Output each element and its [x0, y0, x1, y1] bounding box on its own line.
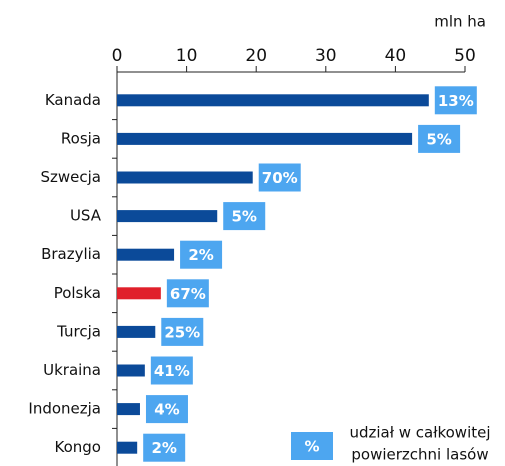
share-label: 41%	[154, 362, 190, 380]
share-label: 5%	[426, 130, 451, 148]
x-tick-label: 50	[454, 46, 476, 66]
bar	[117, 364, 145, 377]
bar	[117, 132, 413, 145]
bar	[117, 248, 175, 261]
y-tick-label: Turcja	[56, 322, 101, 340]
share-label: 13%	[438, 92, 474, 110]
axis-unit: mln ha	[434, 13, 486, 31]
share-box	[418, 124, 461, 153]
y-tick-label: Indonezja	[28, 400, 101, 418]
share-box	[150, 356, 193, 385]
x-tick-label: 40	[385, 46, 407, 66]
x-tick-label: 0	[112, 46, 123, 66]
share-box	[258, 163, 301, 192]
y-tick-label: Ukraina	[43, 361, 101, 379]
y-tick-label: Polska	[54, 284, 101, 302]
share-label: 2%	[151, 439, 176, 457]
bar	[117, 441, 138, 454]
share-box	[166, 279, 209, 308]
bar	[117, 325, 156, 338]
legend-label: udział w całkowitej	[349, 424, 490, 442]
share-box	[145, 395, 188, 424]
share-box	[143, 433, 186, 462]
y-tick-label: Kanada	[45, 91, 101, 109]
x-tick-label: 10	[176, 46, 198, 66]
legend-label: powierzchni lasów	[351, 446, 488, 464]
x-tick-label: 30	[315, 46, 337, 66]
legend-box	[291, 432, 333, 460]
bar	[117, 94, 429, 107]
share-label: 25%	[164, 323, 200, 341]
bar	[117, 171, 253, 184]
share-box	[180, 240, 223, 269]
y-tick-label: Rosja	[61, 129, 101, 147]
share-box	[434, 86, 477, 115]
share-box	[161, 317, 204, 346]
y-tick-label: Brazylia	[41, 245, 101, 263]
share-label: 67%	[170, 285, 206, 303]
legend-symbol: %	[304, 438, 319, 456]
share-label: 4%	[154, 401, 179, 419]
y-tick-label: Szwecja	[41, 168, 102, 186]
bar	[117, 403, 140, 416]
share-label: 2%	[188, 246, 213, 264]
y-tick-label: USA	[70, 207, 102, 225]
x-tick-label: 20	[245, 46, 267, 66]
share-label: 70%	[262, 169, 298, 187]
y-tick-label: Kongo	[55, 438, 101, 456]
bar	[117, 287, 161, 300]
share-label: 5%	[231, 208, 256, 226]
share-box	[223, 202, 266, 231]
bar	[117, 210, 218, 223]
